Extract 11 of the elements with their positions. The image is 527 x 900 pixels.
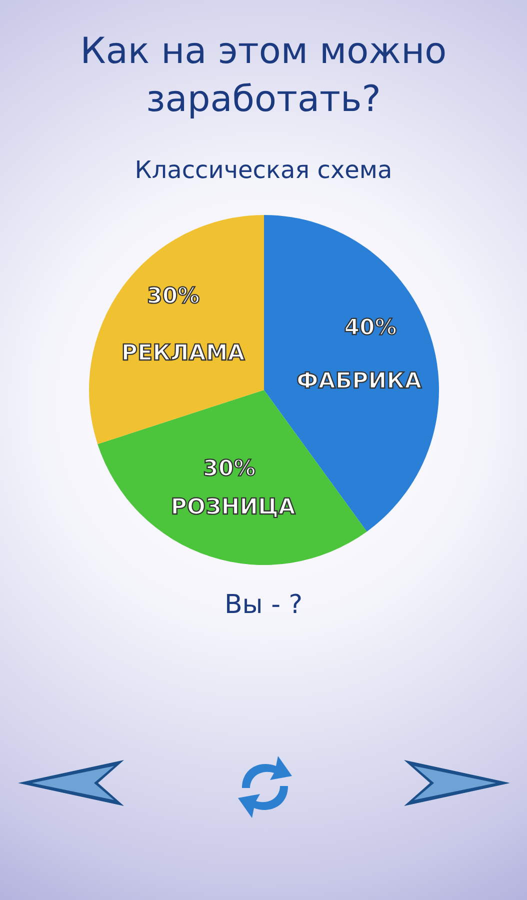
data-label: 30% <box>203 456 256 482</box>
data-label: 30% <box>147 284 200 310</box>
chart-subtitle: Классическая схема <box>134 156 394 184</box>
pie-slice <box>98 390 367 565</box>
data-label: 40% <box>344 315 397 340</box>
pie-slice <box>89 215 264 444</box>
chart-title: Как на этом можно заработать? <box>79 30 448 122</box>
slice-label: ФАБРИКА <box>296 369 422 394</box>
slice-label: РЕКЛАМА <box>121 341 245 366</box>
text: Вы - ? <box>223 590 304 620</box>
slice-label: РОЗНИЦА <box>170 495 296 520</box>
